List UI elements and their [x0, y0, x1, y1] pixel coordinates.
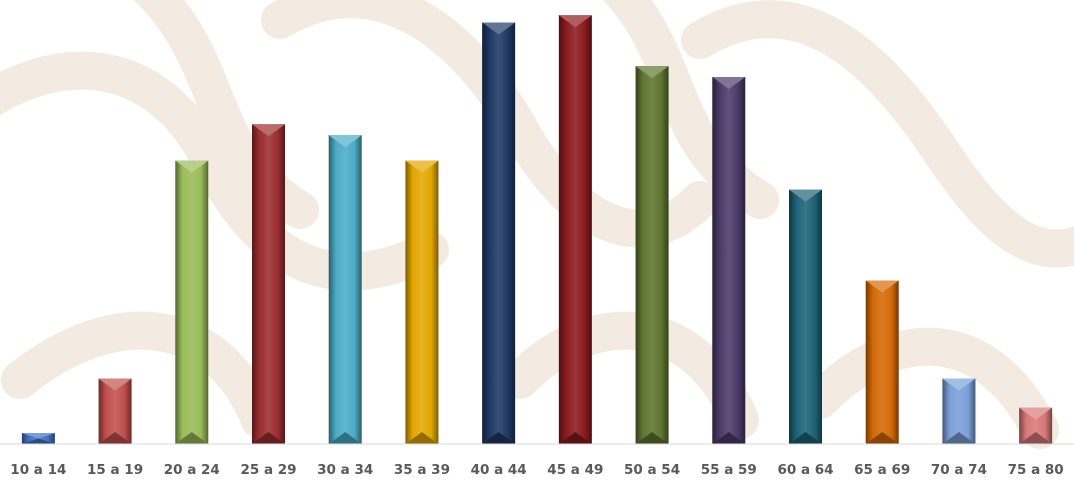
- bar-top-bevel: [482, 22, 516, 35]
- bar: [558, 15, 592, 445]
- bar: [712, 77, 746, 445]
- x-tick-label: 30 a 34: [317, 462, 373, 478]
- bar: [252, 124, 285, 445]
- bar-bottom-bevel: [21, 438, 55, 444]
- bar-top-bevel: [865, 280, 899, 293]
- bar-15-a-19: [98, 378, 132, 444]
- x-tick-label: 50 a 54: [624, 462, 680, 478]
- bar-top-bevel: [98, 378, 132, 391]
- bar: [328, 135, 362, 444]
- x-tick-label: 55 a 59: [701, 462, 757, 478]
- x-tick-label: 75 a 80: [1008, 462, 1064, 478]
- bar-top-bevel: [252, 124, 285, 137]
- bar-bottom-bevel: [942, 432, 976, 444]
- x-axis-tick-labels: 10 a 14 15 a 19 20 a 24 25 a 29 30 a 34 35 a …: [10, 462, 1063, 478]
- x-tick-label: 15 a 19: [87, 462, 143, 478]
- bars-group: [21, 15, 1053, 445]
- bar-top-bevel: [789, 189, 822, 202]
- bar-bottom-bevel: [635, 432, 669, 444]
- bar-top-bevel: [175, 160, 209, 173]
- watermark-stroke: [1, 311, 279, 439]
- bar-top-bevel: [405, 160, 439, 173]
- bar-top-bevel: [635, 66, 669, 79]
- bar-bottom-bevel: [558, 432, 592, 444]
- bar: [635, 66, 669, 444]
- bar-50-a-54: [635, 66, 669, 444]
- bar: [482, 22, 516, 445]
- bar-70-a-74: [942, 378, 976, 444]
- x-tick-label: 70 a 74: [931, 462, 987, 478]
- bar: [405, 160, 439, 444]
- bar-35-a-39: [405, 160, 439, 444]
- bar-bottom-bevel: [712, 432, 746, 444]
- bar-bottom-bevel: [98, 432, 132, 444]
- bar: [175, 160, 209, 444]
- x-tick-label: 35 a 39: [394, 462, 450, 478]
- bar-40-a-44: [482, 22, 516, 445]
- x-tick-label: 45 a 49: [547, 462, 603, 478]
- bar-top-bevel: [1019, 407, 1053, 420]
- watermark-stroke: [501, 311, 759, 439]
- bar-75-a-80: [1019, 407, 1053, 444]
- bar-bottom-bevel: [482, 432, 516, 444]
- bar-top-bevel: [558, 15, 592, 28]
- x-tick-label: 40 a 44: [471, 462, 527, 478]
- bar-65-a-69: [865, 280, 899, 444]
- bar: [789, 189, 822, 444]
- bar-bottom-bevel: [865, 432, 899, 444]
- x-tick-label: 60 a 64: [777, 462, 833, 478]
- bar-bottom-bevel: [789, 432, 822, 444]
- x-tick-label: 25 a 29: [240, 462, 296, 478]
- bar-60-a-64: [789, 189, 822, 444]
- x-tick-label: 65 a 69: [854, 462, 910, 478]
- watermark-stroke: [681, 0, 1074, 268]
- background-watermark: [0, 0, 1074, 449]
- bar: [865, 280, 899, 444]
- bar-10-a-14: [21, 433, 55, 444]
- bar-bottom-bevel: [328, 432, 362, 444]
- bar-45-a-49: [558, 15, 592, 445]
- bar-top-bevel: [712, 77, 746, 90]
- watermark-stroke: [801, 327, 1059, 449]
- bar-top-bevel: [942, 378, 976, 391]
- bar-bottom-bevel: [175, 432, 209, 444]
- bar-top-bevel: [328, 135, 362, 148]
- bar-55-a-59: [712, 77, 746, 445]
- bar-bottom-bevel: [252, 432, 285, 444]
- bar-bottom-bevel: [405, 432, 439, 444]
- bar-30-a-34: [328, 135, 362, 444]
- bar-20-a-24: [175, 160, 209, 444]
- x-tick-label: 10 a 14: [10, 462, 66, 478]
- bar-25-a-29: [252, 124, 285, 445]
- x-tick-label: 20 a 24: [164, 462, 220, 478]
- bar-top-bevel: [21, 433, 55, 439]
- bar-bottom-bevel: [1019, 432, 1053, 444]
